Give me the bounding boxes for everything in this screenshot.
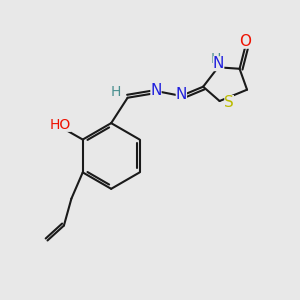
Text: S: S: [224, 95, 234, 110]
Text: O: O: [239, 34, 251, 49]
Text: N: N: [150, 83, 162, 98]
Text: H: H: [110, 85, 121, 99]
Text: N: N: [213, 56, 224, 71]
Text: H: H: [211, 52, 221, 66]
Text: N: N: [176, 87, 187, 102]
Text: HO: HO: [50, 118, 71, 132]
